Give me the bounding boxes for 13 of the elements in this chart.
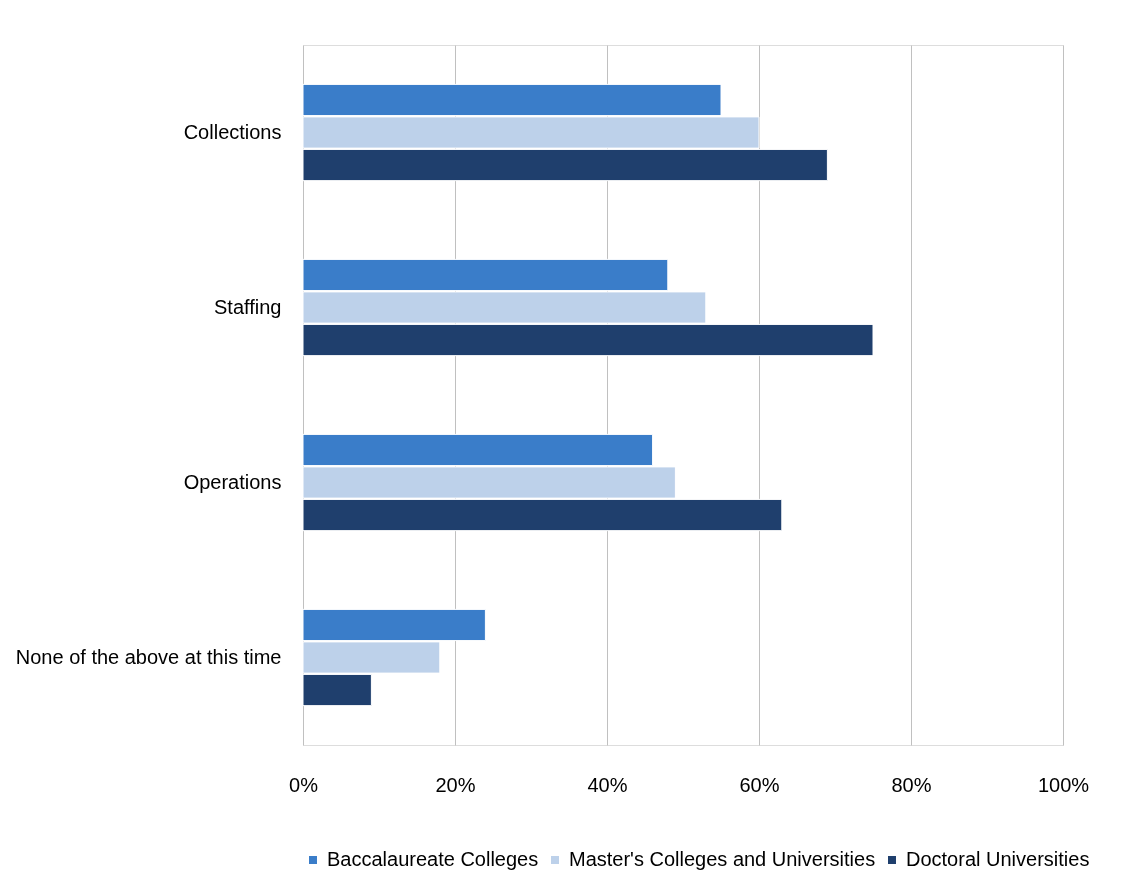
y-tick-label: None of the above at this time [15, 645, 282, 668]
legend-label: Baccalaureate Colleges [327, 848, 539, 870]
legend-label: Master's Colleges and Universities [569, 848, 876, 870]
y-tick-label: Staffing [214, 295, 282, 318]
x-tick-label: 60% [739, 773, 780, 796]
legend-label: Doctoral Universities [906, 848, 1090, 870]
x-tick-label: 100% [1037, 773, 1090, 796]
y-tick-label: Collections [183, 120, 282, 143]
x-tick-label: 20% [435, 773, 476, 796]
x-tick-label: 40% [587, 773, 628, 796]
x-tick-label: 80% [891, 773, 932, 796]
y-tick-label: Operations [183, 470, 282, 493]
x-tick-label: 0% [289, 773, 319, 796]
